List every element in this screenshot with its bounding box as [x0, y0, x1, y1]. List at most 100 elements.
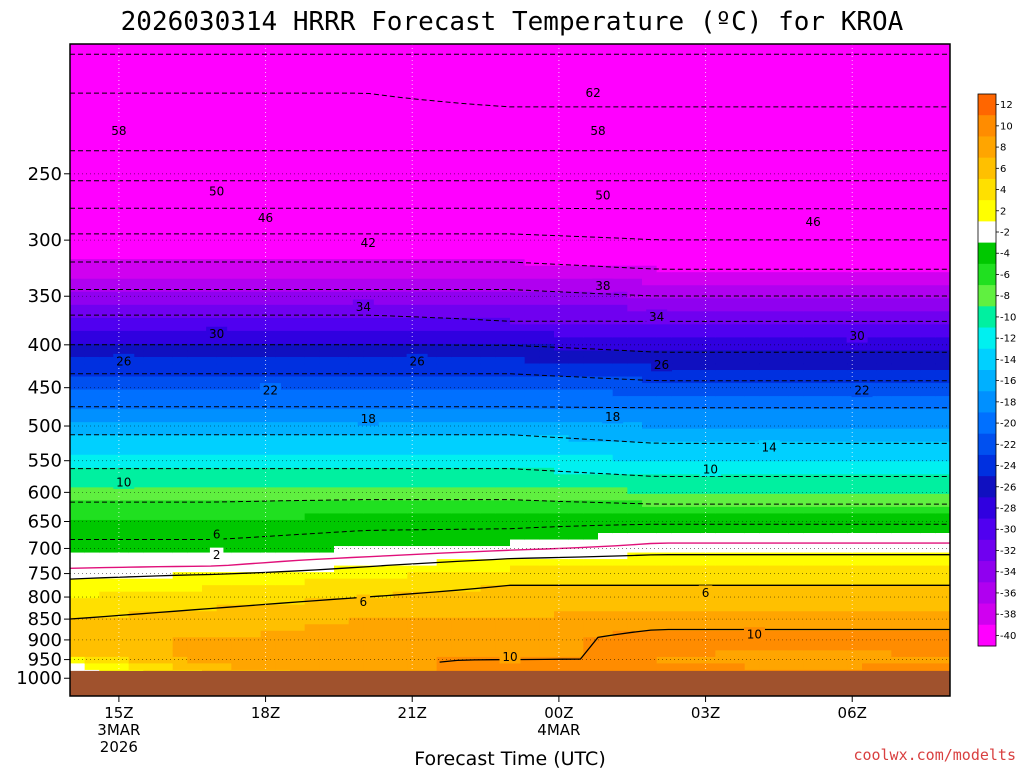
field-cell: [700, 317, 716, 325]
field-cell: [480, 617, 496, 625]
field-cell: [568, 161, 584, 169]
field-cell: [319, 546, 335, 554]
field-cell: [656, 83, 672, 91]
field-cell: [598, 356, 614, 365]
field-cell: [304, 115, 320, 123]
field-cell: [260, 337, 276, 345]
field-cell: [172, 500, 188, 508]
field-cell: [598, 441, 614, 449]
field-cell: [627, 604, 643, 612]
field-cell: [568, 598, 584, 606]
field-cell: [187, 96, 203, 104]
field-cell: [466, 480, 482, 488]
field-cell: [128, 135, 144, 143]
field-cell: [480, 252, 496, 260]
field-cell: [524, 604, 540, 612]
field-cell: [480, 180, 496, 189]
field-cell: [231, 187, 247, 195]
field-cell: [671, 102, 687, 110]
field-cell: [202, 356, 218, 365]
field-cell: [319, 591, 335, 599]
field-cell: [480, 167, 496, 175]
field-cell: [583, 265, 599, 273]
field-cell: [319, 611, 335, 619]
field-cell: [304, 500, 320, 508]
field-cell: [788, 617, 804, 625]
field-cell: [686, 572, 702, 580]
field-cell: [187, 624, 203, 632]
field-cell: [656, 57, 672, 65]
field-cell: [202, 630, 218, 638]
field-cell: [319, 656, 335, 664]
field-cell: [656, 246, 672, 254]
field-cell: [598, 578, 614, 586]
field-cell: [319, 474, 335, 482]
field-cell: [466, 435, 482, 443]
field-cell: [246, 70, 262, 78]
field-cell: [495, 304, 511, 312]
field-cell: [348, 500, 364, 508]
field-cell: [539, 409, 555, 417]
field-cell: [348, 115, 364, 123]
field-cell: [466, 285, 482, 293]
field-cell: [759, 115, 775, 123]
field-cell: [99, 324, 115, 332]
field-cell: [70, 220, 86, 228]
field-cell: [686, 396, 702, 404]
field-cell: [378, 96, 394, 104]
field-cell: [348, 252, 364, 260]
field-cell: [231, 207, 247, 215]
field-cell: [187, 304, 203, 312]
field-cell: [480, 350, 496, 358]
field-cell: [334, 643, 350, 651]
field-cell: [598, 611, 614, 619]
field-cell: [774, 396, 790, 404]
field-cell: [495, 611, 511, 619]
field-cell: [319, 454, 335, 462]
field-cell: [744, 526, 760, 534]
field-cell: [363, 396, 379, 404]
field-cell: [524, 272, 540, 280]
field-cell: [642, 435, 658, 443]
field-cell: [275, 174, 291, 182]
field-cell: [774, 506, 790, 515]
field-cell: [319, 663, 335, 671]
field-cell: [158, 389, 174, 397]
field-cell: [334, 148, 350, 156]
field-cell: [422, 389, 438, 397]
field-cell: [246, 598, 262, 606]
field-cell: [187, 298, 203, 306]
field-cell: [392, 487, 408, 495]
field-cell: [84, 637, 100, 645]
field-cell: [260, 513, 276, 521]
field-cell: [583, 428, 599, 436]
field-cell: [84, 643, 100, 651]
field-cell: [598, 272, 614, 280]
field-cell: [172, 330, 188, 338]
field-cell: [480, 109, 496, 117]
field-cell: [231, 317, 247, 325]
field-cell: [128, 559, 144, 567]
field-cell: [612, 246, 628, 254]
field-cell: [495, 578, 511, 586]
field-cell: [539, 533, 555, 541]
field-cell: [583, 109, 599, 117]
field-cell: [480, 115, 496, 123]
field-cell: [598, 435, 614, 443]
field-cell: [172, 115, 188, 123]
field-cell: [759, 611, 775, 619]
field-cell: [671, 578, 687, 586]
field-cell: [275, 428, 291, 436]
field-cell: [114, 148, 130, 156]
field-cell: [451, 63, 467, 71]
field-cell: [407, 220, 423, 228]
field-cell: [774, 656, 790, 664]
field-cell: [495, 239, 511, 247]
field-cell: [744, 415, 760, 423]
field-cell: [114, 343, 130, 352]
field-cell: [510, 493, 526, 501]
field-cell: [363, 500, 379, 508]
field-cell: [114, 409, 130, 417]
field-cell: [759, 617, 775, 625]
field-cell: [407, 415, 423, 423]
